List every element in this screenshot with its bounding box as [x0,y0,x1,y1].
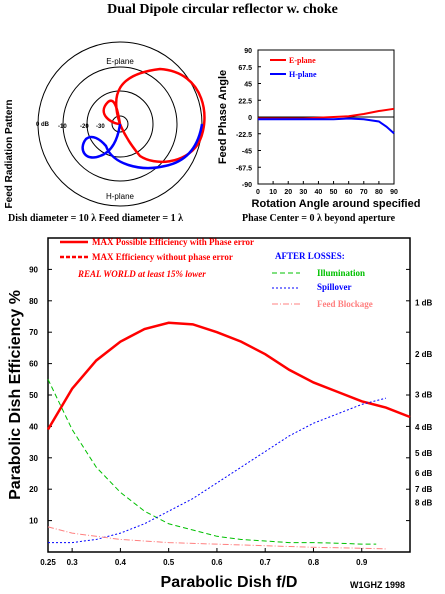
e-plane-pattern-curve [102,67,206,164]
illumination-line [47,379,377,545]
efficiency-x-tick-label: 0.6 [211,558,223,567]
phase-y-tick-label: -67.5 [236,165,252,172]
phase-angle-chart: 90 67.5 45 22.5 0 -22.5 -45 -67.5 -90 0 10 20 30 40 50… [217,48,421,210]
legend-label-max: MAX Possible Efficiency with Phase error [92,237,254,247]
phase-series-line-h-plane [258,117,395,135]
legend-label-feed-blockage: Feed Blockage [317,299,373,309]
polar-ylabel: Feed Radiation Pattern [4,100,15,209]
polar-pattern-plot: Feed Radiation Pattern E-plane H-plane 0… [4,41,206,209]
phase-y-tick-label: 67.5 [238,65,252,72]
efficiency-x-tick-label: 0.5 [163,558,175,567]
efficiency-db-label: 3 dB [415,391,433,400]
efficiency-x-tick-label: 0.8 [308,558,320,567]
efficiency-db-label: 7 dB [415,485,433,494]
phase-legend-label: H-plane [289,70,317,79]
phase-x-tick-label: 40 [315,189,323,196]
efficiency-y-tick-label: 50 [29,391,38,400]
phase-y-tick-label: 90 [244,48,252,55]
efficiency-x-tick-label: 0.3 [67,558,79,567]
dish-info: Dish diameter = 10 λ Feed diameter = 1 λ [8,213,183,224]
polar-top-label: E-plane [106,57,134,66]
credit-text: W1GHZ 1998 [350,580,405,590]
phase-y-axis-label: Feed Phase Angle [217,70,229,164]
efficiency-y-tick-label: 10 [29,517,38,526]
efficiency-x-tick-label: 0.25 [40,558,56,567]
legend-real-world-note: REAL WORLD at least 15% lower [77,269,206,279]
efficiency-db-label: 1 dB [415,299,433,308]
phase-x-tick-label: 10 [269,189,277,196]
polar-ring-label: -20 [80,124,89,130]
efficiency-x-axis-label: Parabolic Dish f/D [161,574,298,591]
efficiency-y-tick-label: 60 [29,360,38,369]
efficiency-plot-frame [47,237,411,553]
phase-y-tick-label: -22.5 [236,132,252,139]
phase-y-tick-label: 22.5 [238,98,252,105]
phase-x-tick-label: 80 [375,189,383,196]
phase-y-tick-label: -90 [242,182,252,189]
polar-ring-label: -30 [96,124,105,130]
legend-label-spillover: Spillover [317,282,352,292]
phase-x-tick-label: 50 [330,189,338,196]
efficiency-chart: 10 20 30 40 50 60 70 80 90 0.25 0.3 0.4 0.5 0.6 0.7 0.8… [7,237,433,591]
efficiency-y-tick-label: 40 [29,422,38,431]
phase-x-tick-label: 70 [360,189,368,196]
legend-after-losses-heading: AFTER LOSSES: [275,251,345,261]
phase-legend-label: E-plane [289,56,316,65]
phase-y-tick-label: 45 [244,82,252,89]
efficiency-x-tick-label: 0.4 [115,558,127,567]
polar-ring-label: -10 [58,124,67,130]
phase-x-tick-label: 90 [390,189,398,196]
phase-y-tick-label: -45 [242,149,252,156]
efficiency-db-label: 6 dB [415,469,433,478]
efficiency-y-axis-label: Parabolic Dish Efficiency % [7,290,24,500]
legend-label-max-no-phase: MAX Efficiency without phase error [92,252,233,262]
h-plane-pattern-curve [81,123,204,170]
phase-x-tick-label: 30 [299,189,307,196]
polar-bottom-label: H-plane [106,192,135,201]
efficiency-x-tick-label: 0.7 [260,558,272,567]
phase-x-axis-label: Rotation Angle around specified [252,198,421,210]
phase-y-tick-label: 0 [248,115,252,122]
efficiency-x-tick-label: 0.9 [356,558,368,567]
polar-ring-label: 0 dB [36,122,50,128]
efficiency-db-label: 8 dB [415,498,433,507]
phase-x-tick-label: 0 [256,189,260,196]
efficiency-y-tick-label: 70 [29,328,38,337]
efficiency-y-tick-label: 30 [29,454,38,463]
efficiency-db-label: 5 dB [415,449,433,458]
max-efficiency-line [46,321,411,431]
efficiency-y-tick-label: 80 [29,297,38,306]
page-title: Dual Dipole circular reflector w. choke [107,2,338,17]
phase-center-text: Phase Center = 0 λ beyond aperture [242,213,396,224]
phase-x-tick-label: 20 [284,189,292,196]
feed-blockage-line [47,526,386,550]
efficiency-y-tick-label: 90 [29,265,38,274]
legend-label-illumination: Illumination [317,268,365,278]
efficiency-y-tick-label: 20 [29,485,38,494]
phase-x-tick-label: 60 [345,189,353,196]
efficiency-db-label: 2 dB [415,350,433,359]
efficiency-db-label: 4 dB [415,423,433,432]
